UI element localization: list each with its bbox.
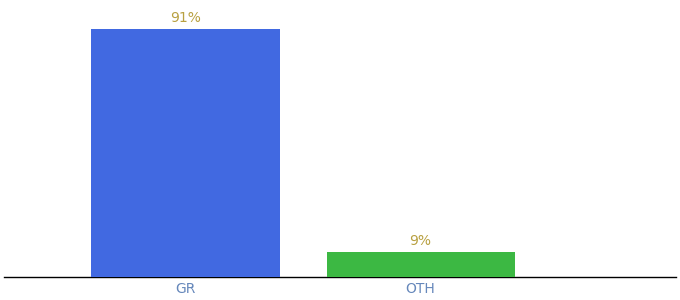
- Bar: [92, 29, 279, 277]
- Text: 91%: 91%: [170, 11, 201, 25]
- Bar: [326, 252, 515, 277]
- Text: 9%: 9%: [409, 234, 432, 248]
